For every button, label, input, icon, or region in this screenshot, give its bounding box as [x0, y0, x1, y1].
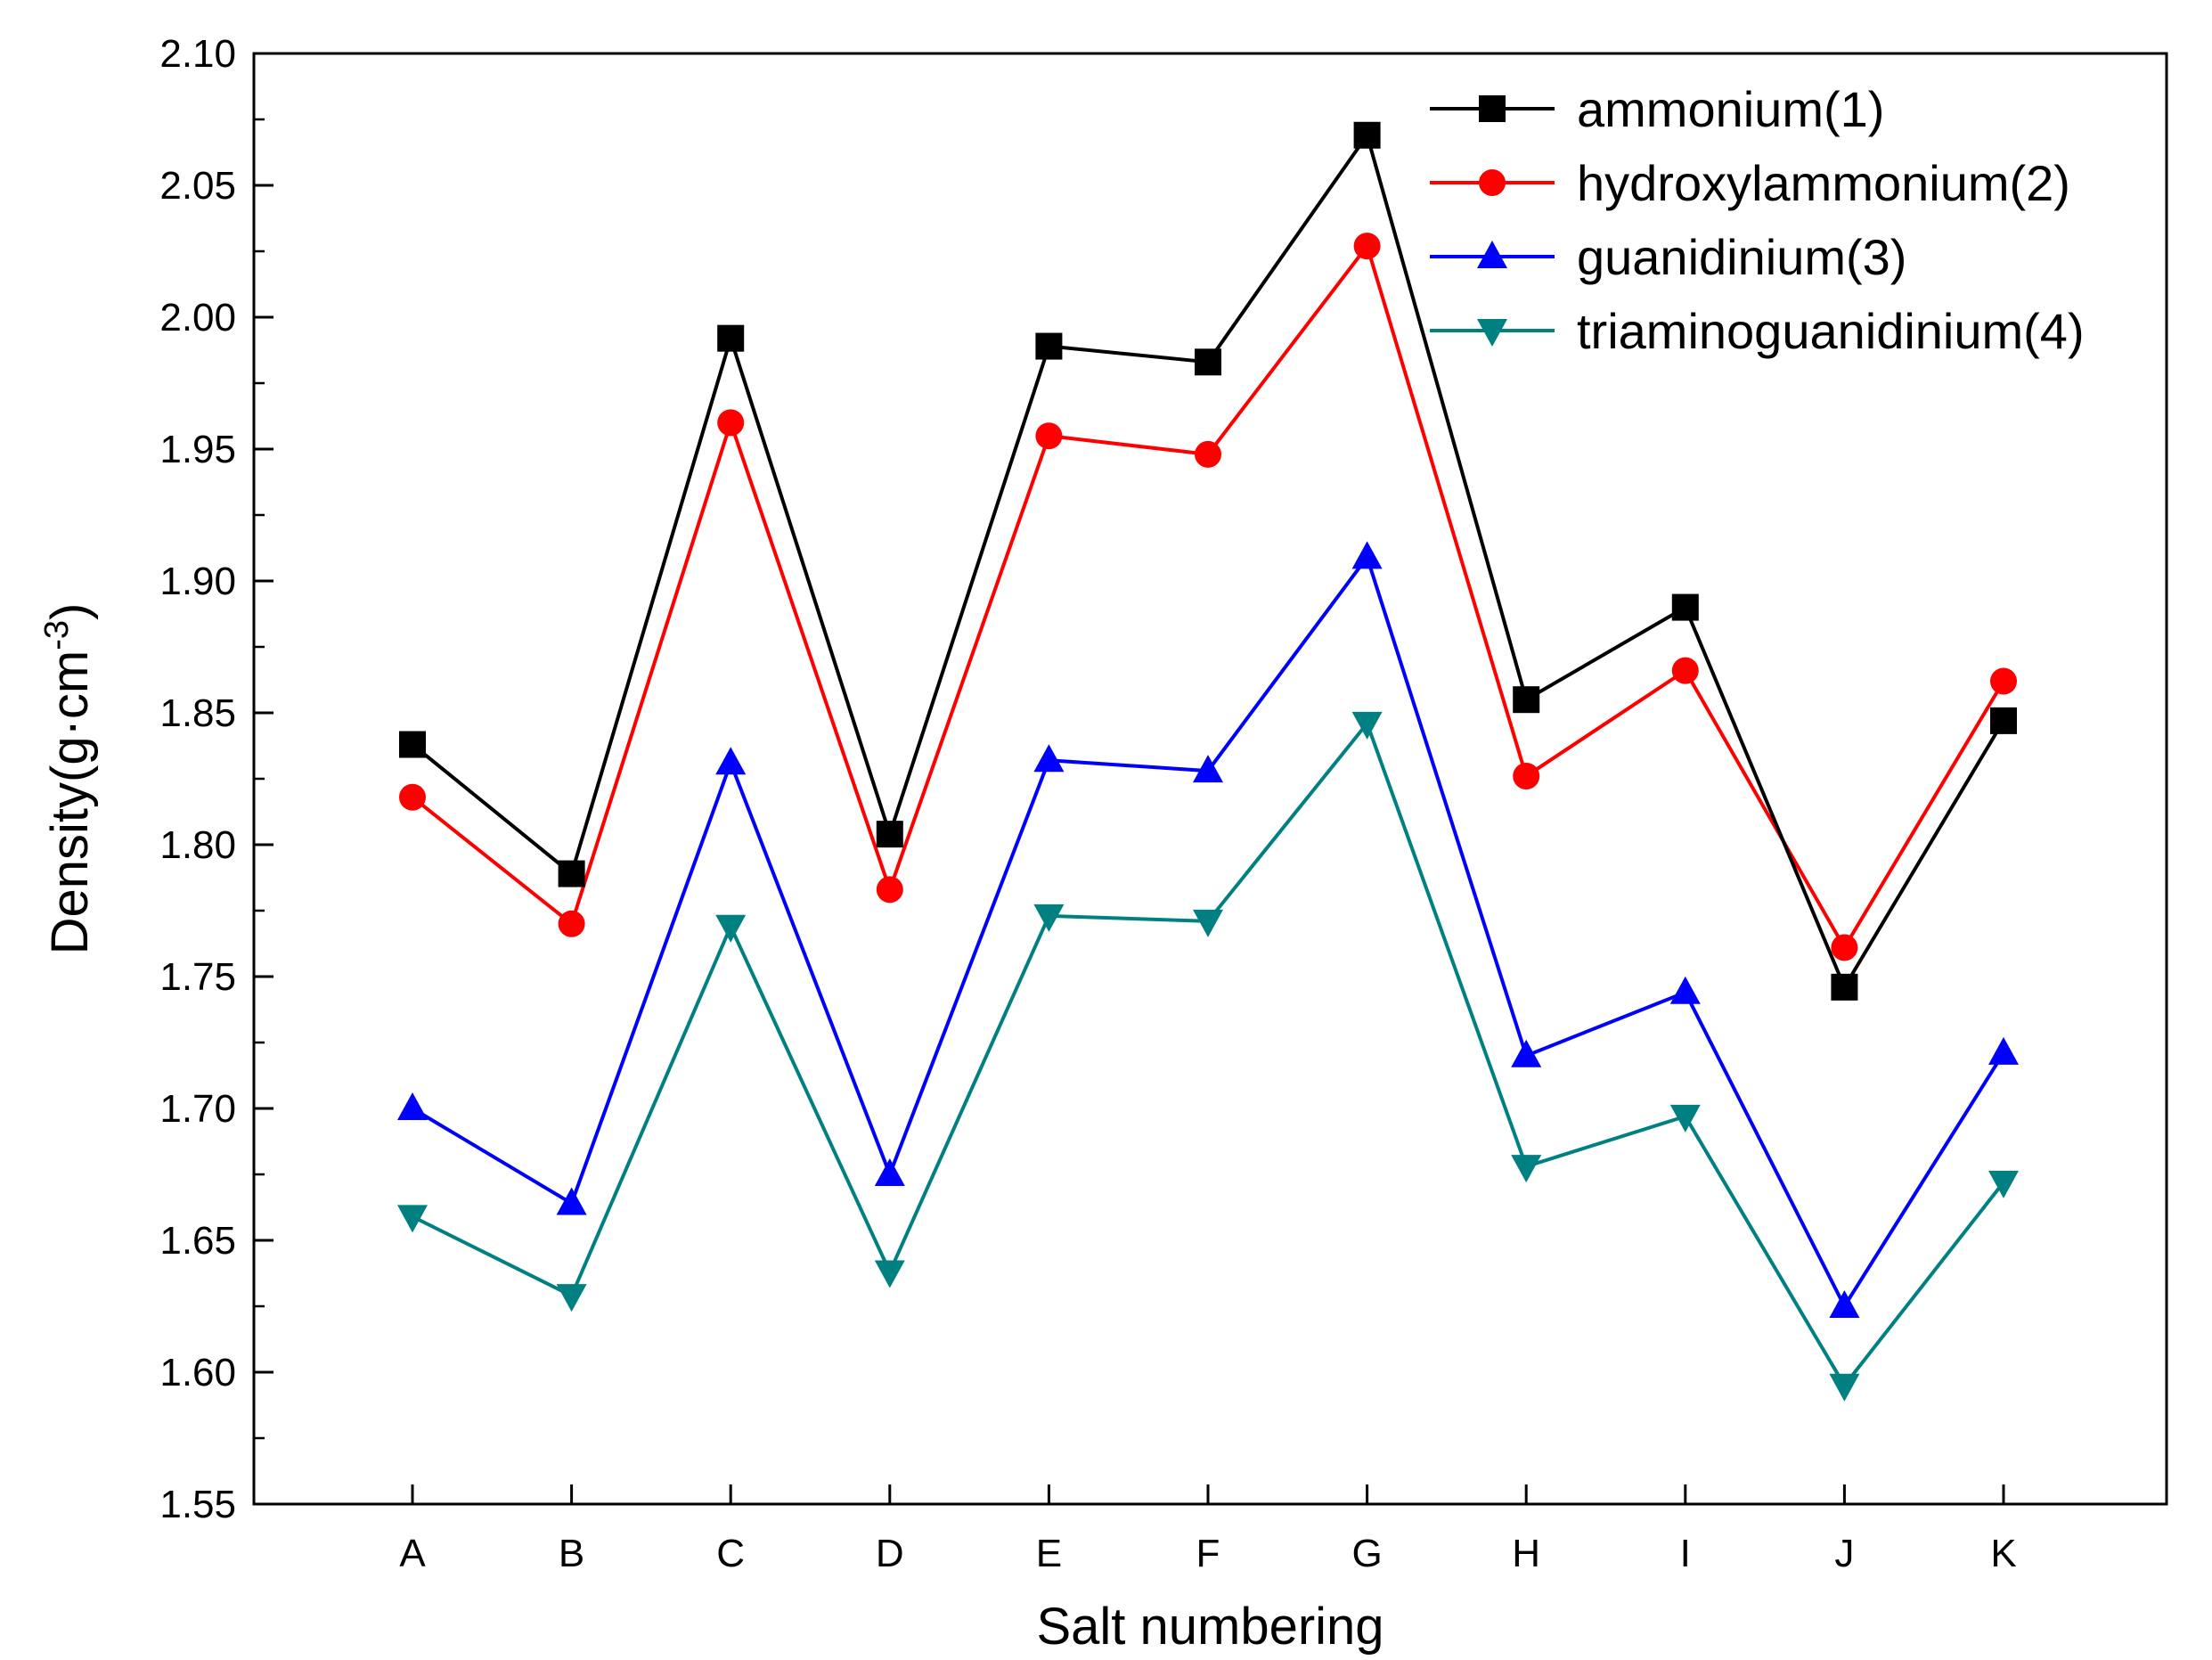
x-tick-label: B: [559, 1532, 584, 1575]
y-tick-label: 1.70: [159, 1087, 236, 1131]
legend-label: hydroxylammonium(2): [1577, 155, 2070, 211]
y-axis-title-close: ): [41, 603, 99, 620]
y-tick-label: 2.00: [159, 296, 236, 339]
x-tick-label: K: [1990, 1532, 2016, 1575]
legend-marker: [1477, 319, 1507, 347]
x-tick-label: H: [1512, 1532, 1540, 1575]
x-tick-label: D: [876, 1532, 904, 1575]
data-point-ammonium: [1195, 348, 1221, 376]
data-point-hydroxylammonium: [1513, 763, 1540, 790]
data-point-triaminoguanidinium: [1829, 1373, 1860, 1402]
x-axis: A B C D E F G H I J K: [399, 1484, 2017, 1575]
data-point-ammonium: [1353, 121, 1381, 149]
data-point-hydroxylammonium: [1353, 233, 1381, 260]
data-point-triaminoguanidinium: [556, 1284, 587, 1312]
series-hydroxylammonium: [399, 233, 2017, 961]
data-point-hydroxylammonium: [717, 409, 745, 437]
x-tick-label: I: [1680, 1532, 1691, 1575]
x-tick-label: F: [1196, 1532, 1220, 1575]
y-tick-label: 1.95: [159, 428, 236, 471]
data-point-ammonium: [1990, 707, 2017, 734]
data-point-guanidinium: [1033, 744, 1065, 773]
data-point-guanidinium: [1193, 755, 1223, 783]
data-point-ammonium: [1035, 332, 1063, 360]
data-point-hydroxylammonium: [1990, 667, 2017, 695]
legend-marker: [1479, 169, 1506, 196]
data-point-guanidinium: [715, 747, 747, 775]
series-triaminoguanidinium: [397, 711, 2019, 1402]
series-guanidinium: [397, 541, 2019, 1318]
data-point-triaminoguanidinium: [397, 1205, 428, 1233]
y-tick-label: 1.85: [159, 691, 236, 735]
series-group: [397, 121, 2019, 1402]
data-point-guanidinium: [874, 1158, 905, 1186]
data-point-hydroxylammonium: [1195, 440, 1221, 468]
data-point-guanidinium: [1988, 1036, 2019, 1065]
data-point-ammonium: [399, 731, 426, 758]
y-axis: 1.55 1.60 1.65 1.70 1.75 1.80 1.85 1.90 1.95 2.00…: [159, 32, 273, 1526]
data-point-hydroxylammonium: [1831, 934, 1858, 961]
x-tick-label: A: [399, 1532, 426, 1575]
legend-label: triaminoguanidinium(4): [1577, 303, 2085, 359]
legend-item-ammonium: ammonium(1): [1430, 81, 1884, 137]
data-point-triaminoguanidinium: [1193, 909, 1223, 937]
y-tick-label: 1.90: [159, 560, 236, 603]
legend: ammonium(1) hydroxylammonium(2) guanidiniu…: [1430, 81, 2085, 359]
data-point-guanidinium: [1351, 541, 1383, 569]
data-point-guanidinium: [1511, 1039, 1542, 1067]
y-tick-label: 1.55: [159, 1483, 236, 1526]
data-point-guanidinium: [1669, 976, 1701, 1004]
y-axis-title-main: Density(g·cm: [41, 650, 99, 955]
series-line-triaminoguanidinium: [412, 719, 2005, 1389]
data-point-ammonium: [558, 860, 585, 887]
legend-marker: [1477, 241, 1507, 268]
legend-label: guanidinium(3): [1577, 229, 1906, 285]
data-point-triaminoguanidinium: [1351, 711, 1383, 740]
x-tick-label: G: [1351, 1532, 1382, 1575]
series-ammonium: [399, 121, 2017, 1001]
data-point-guanidinium: [397, 1092, 428, 1120]
data-point-ammonium: [1831, 973, 1858, 1001]
y-tick-label: 1.75: [159, 955, 236, 999]
data-point-hydroxylammonium: [1671, 657, 1699, 684]
data-point-ammonium: [1671, 593, 1699, 621]
data-point-ammonium: [717, 324, 745, 352]
legend-item-guanidinium: guanidinium(3): [1430, 229, 1906, 285]
data-point-ammonium: [1513, 686, 1540, 714]
x-tick-label: C: [716, 1532, 745, 1575]
y-tick-label: 1.65: [159, 1219, 236, 1263]
data-point-triaminoguanidinium: [1511, 1155, 1542, 1183]
data-point-triaminoguanidinium: [715, 914, 747, 943]
x-tick-label: E: [1036, 1532, 1062, 1575]
y-axis-title-superscript: -3: [38, 620, 76, 650]
data-point-triaminoguanidinium: [874, 1260, 905, 1288]
y-tick-label: 2.10: [159, 32, 236, 76]
x-axis-title: Salt numbering: [1036, 1598, 1384, 1656]
data-point-hydroxylammonium: [876, 876, 903, 904]
y-axis-title: Density(g·cm-3): [38, 603, 99, 955]
data-point-hydroxylammonium: [558, 910, 585, 937]
legend-label: ammonium(1): [1577, 81, 1884, 137]
data-point-hydroxylammonium: [1035, 422, 1063, 450]
legend-item-triaminoguanidinium: triaminoguanidinium(4): [1430, 303, 2085, 359]
data-point-triaminoguanidinium: [1033, 904, 1065, 932]
y-tick-label: 1.80: [159, 823, 236, 867]
legend-marker: [1479, 95, 1506, 122]
x-tick-label: J: [1834, 1532, 1854, 1575]
data-point-guanidinium: [556, 1187, 587, 1215]
data-point-triaminoguanidinium: [1988, 1170, 2019, 1198]
data-point-hydroxylammonium: [399, 783, 426, 811]
data-point-triaminoguanidinium: [1669, 1104, 1701, 1133]
legend-item-hydroxylammonium: hydroxylammonium(2): [1430, 155, 2070, 211]
y-tick-label: 1.60: [159, 1351, 236, 1394]
y-tick-label: 2.05: [159, 164, 236, 208]
data-point-ammonium: [876, 821, 903, 848]
data-point-guanidinium: [1829, 1290, 1860, 1318]
